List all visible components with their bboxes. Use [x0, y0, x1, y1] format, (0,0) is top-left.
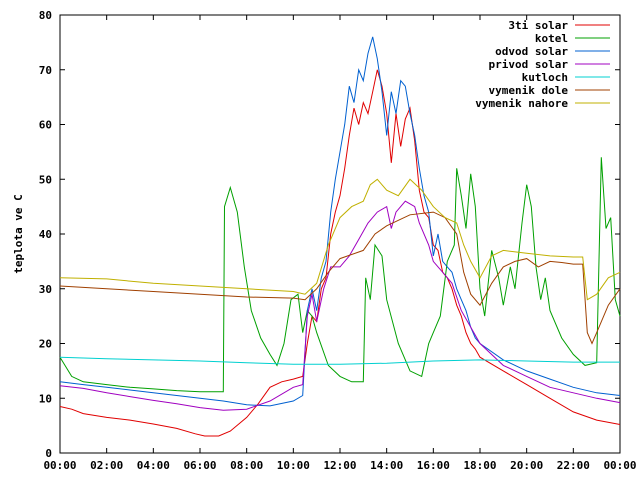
series-line-kutloch	[59, 356, 620, 365]
series-line-privod-solar	[59, 200, 621, 411]
y-tick-label: 40	[39, 228, 52, 241]
legend-label: odvod solar	[495, 45, 568, 58]
legend-label: privod solar	[489, 58, 569, 71]
x-tick-label: 10:00	[277, 459, 310, 472]
y-tick-label: 30	[39, 283, 52, 296]
series-line-vymenik-nahore	[59, 178, 621, 301]
legend-label: kutloch	[522, 71, 568, 84]
y-tick-label: 60	[39, 119, 52, 132]
x-tick-label: 16:00	[417, 459, 450, 472]
y-tick-label: 80	[39, 9, 52, 22]
x-tick-label: 08:00	[230, 459, 263, 472]
x-tick-label: 14:00	[370, 459, 403, 472]
x-tick-label: 00:00	[603, 459, 636, 472]
y-tick-label: 20	[39, 338, 52, 351]
x-tick-label: 20:00	[510, 459, 543, 472]
series-line-3ti-solar	[59, 69, 621, 437]
legend-label: kotel	[535, 32, 568, 45]
x-tick-label: 02:00	[90, 459, 123, 472]
series-line-odvod-solar	[59, 36, 621, 407]
legend-label: vymenik nahore	[475, 97, 568, 110]
x-tick-label: 04:00	[137, 459, 170, 472]
legend-label: 3ti solar	[508, 19, 568, 32]
series-line-vymenik-dole	[59, 211, 621, 345]
legend-label: vymenik dole	[489, 84, 569, 97]
axes: 0 10 20 30 40 50 60 70 80 00:00 02:00 04:00 06:00 08:…	[39, 9, 637, 472]
x-tick-label: 18:00	[463, 459, 496, 472]
x-tick-label: 22:00	[557, 459, 590, 472]
y-tick-label: 0	[45, 447, 52, 460]
series-layer	[59, 36, 621, 437]
y-tick-label: 70	[39, 64, 52, 77]
y-tick-label: 10	[39, 392, 52, 405]
y-axis-label: teplota ve C	[12, 194, 25, 273]
series-line-kotel	[59, 157, 621, 393]
x-tick-label: 06:00	[183, 459, 216, 472]
x-tick-label: 00:00	[43, 459, 76, 472]
y-tick-label: 50	[39, 173, 52, 186]
x-tick-label: 12:00	[323, 459, 356, 472]
